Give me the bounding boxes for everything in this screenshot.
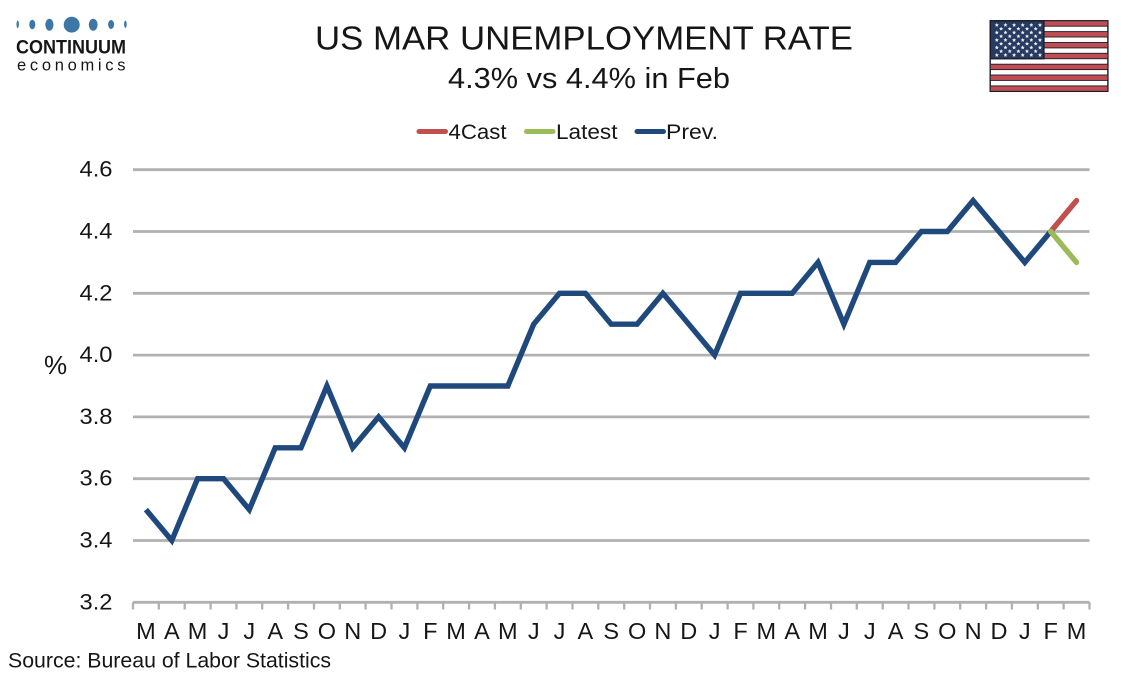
svg-text:J: J	[709, 618, 721, 644]
svg-text:Latest: Latest	[556, 120, 618, 144]
svg-text:A: A	[784, 618, 800, 644]
svg-text:US MAR UNEMPLOYMENT RATE: US MAR UNEMPLOYMENT RATE	[315, 21, 853, 58]
svg-text:J: J	[218, 618, 230, 644]
svg-text:M: M	[808, 618, 828, 644]
svg-text:J: J	[1019, 618, 1031, 644]
svg-text:3.4: 3.4	[80, 528, 113, 553]
svg-text:F: F	[1044, 618, 1058, 644]
svg-text:M: M	[498, 618, 518, 644]
svg-text:J: J	[528, 618, 540, 644]
svg-text:O: O	[318, 618, 336, 644]
svg-text:4.2: 4.2	[80, 280, 113, 305]
svg-text:S: S	[293, 618, 309, 644]
svg-text:N: N	[965, 618, 982, 644]
svg-text:M: M	[446, 618, 466, 644]
svg-text:J: J	[864, 618, 876, 644]
svg-text:O: O	[938, 618, 956, 644]
svg-text:A: A	[267, 618, 283, 644]
svg-text:4.4: 4.4	[80, 219, 113, 244]
svg-text:O: O	[628, 618, 646, 644]
svg-text:F: F	[733, 618, 747, 644]
svg-text:N: N	[654, 618, 671, 644]
svg-text:D: D	[991, 618, 1008, 644]
svg-text:CONTINUUM: CONTINUUM	[16, 38, 126, 59]
svg-text:N: N	[344, 618, 361, 644]
svg-text:A: A	[888, 618, 904, 644]
svg-text:4.0: 4.0	[80, 342, 113, 367]
svg-text:M: M	[757, 618, 777, 644]
svg-text:A: A	[164, 618, 180, 644]
svg-text:economics: economics	[17, 57, 126, 75]
svg-text:S: S	[914, 618, 930, 644]
svg-text:%: %	[44, 350, 67, 380]
svg-text:J: J	[399, 618, 411, 644]
svg-text:S: S	[603, 618, 619, 644]
svg-text:J: J	[838, 618, 850, 644]
svg-text:4.6: 4.6	[80, 157, 113, 182]
svg-text:J: J	[243, 618, 255, 644]
svg-text:D: D	[680, 618, 697, 644]
svg-text:Source: Bureau of Labor Statis: Source: Bureau of Labor Statistics	[8, 650, 331, 673]
svg-text:F: F	[423, 618, 437, 644]
svg-text:J: J	[554, 618, 566, 644]
svg-text:4.3% vs 4.4% in Feb: 4.3% vs 4.4% in Feb	[448, 63, 730, 95]
svg-text:M: M	[136, 618, 156, 644]
svg-text:M: M	[1067, 618, 1087, 644]
svg-text:Prev.: Prev.	[666, 120, 718, 144]
svg-text:M: M	[188, 618, 208, 644]
svg-text:A: A	[578, 618, 594, 644]
svg-text:A: A	[474, 618, 490, 644]
svg-text:D: D	[370, 618, 387, 644]
svg-text:3.8: 3.8	[80, 404, 113, 429]
svg-text:4Cast: 4Cast	[449, 120, 507, 144]
svg-text:3.2: 3.2	[80, 589, 113, 614]
svg-text:3.6: 3.6	[80, 466, 113, 491]
